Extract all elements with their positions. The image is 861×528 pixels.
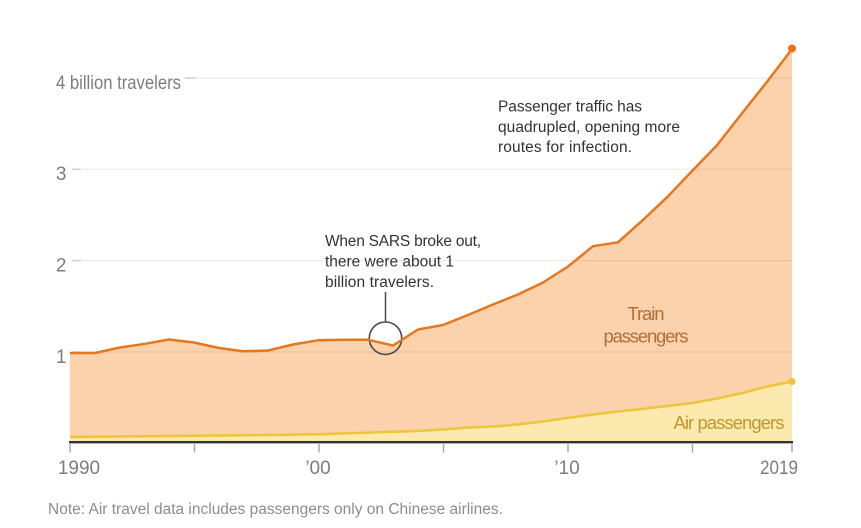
svg-text:1: 1: [56, 347, 67, 368]
svg-text:Note: Air travel data includes: Note: Air travel data includes passenger…: [48, 501, 503, 518]
svg-text:routes for infection.: routes for infection.: [498, 139, 632, 156]
svg-text:passengers: passengers: [604, 326, 689, 347]
svg-text:1990: 1990: [58, 458, 100, 479]
svg-text:Train: Train: [628, 303, 665, 324]
svg-text:there were about 1: there were about 1: [325, 254, 454, 271]
svg-text:’00: ’00: [305, 458, 330, 479]
svg-text:2019: 2019: [760, 458, 798, 479]
svg-text:When SARS broke out,: When SARS broke out,: [325, 233, 481, 250]
svg-text:4 billion travelers: 4 billion travelers: [56, 73, 181, 94]
svg-text:billion travelers.: billion travelers.: [325, 274, 434, 291]
svg-text:2: 2: [56, 255, 67, 276]
svg-text:Passenger traffic has: Passenger traffic has: [498, 99, 642, 116]
svg-text:3: 3: [56, 164, 67, 185]
svg-text:’10: ’10: [554, 458, 579, 479]
svg-text:quadrupled, opening more: quadrupled, opening more: [498, 119, 680, 136]
svg-text:Air passengers: Air passengers: [674, 412, 785, 433]
